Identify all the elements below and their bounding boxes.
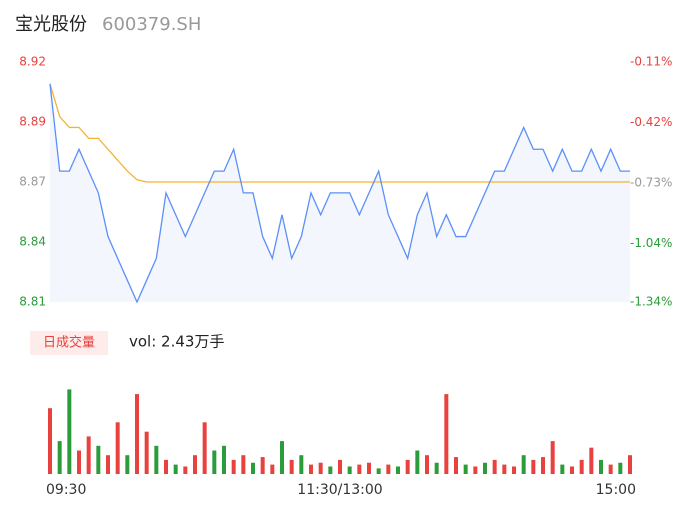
- y-tick-label: 8.89: [19, 115, 46, 129]
- volume-bar: [164, 459, 168, 474]
- y-tick-label: 8.92: [19, 55, 46, 69]
- volume-bar: [106, 455, 110, 474]
- volume-bar: [492, 459, 497, 474]
- volume-bar: [202, 422, 207, 474]
- volume-bar: [212, 450, 217, 474]
- volume-bar: [125, 455, 130, 474]
- volume-bar: [579, 459, 584, 474]
- volume-bar: [415, 450, 420, 474]
- volume-bar: [270, 464, 275, 474]
- volume-bar: [454, 457, 458, 474]
- volume-bar: [96, 445, 101, 474]
- volume-bar: [183, 466, 188, 474]
- stock-name: 宝光股份: [15, 14, 87, 35]
- y2-tick-label: -0.42%: [630, 115, 672, 129]
- volume-bar: [463, 464, 468, 474]
- volume-bar: [193, 455, 197, 474]
- volume-bar: [173, 464, 178, 474]
- volume-bar: [299, 455, 304, 474]
- volume-bar: [357, 464, 362, 474]
- volume-bar: [367, 462, 371, 474]
- volume-tab: [30, 331, 108, 355]
- y2-tick-label: -0.11%: [630, 55, 672, 69]
- volume-title: 日成交量: [43, 335, 95, 351]
- volume-bar: [260, 457, 265, 474]
- volume-bar: [289, 459, 294, 474]
- volume-bar: [550, 441, 555, 474]
- volume-bar: [521, 455, 526, 474]
- volume-bar: [502, 464, 507, 474]
- volume-bar: [48, 408, 52, 474]
- volume-bar: [231, 459, 236, 474]
- average-line: [49, 83, 630, 183]
- volume-bar: [434, 462, 439, 474]
- volume-total: vol: 2.43万手: [129, 333, 224, 351]
- volume-bar: [144, 431, 149, 474]
- volume-bar: [338, 459, 342, 474]
- volume-bar: [405, 459, 410, 474]
- volume-bar: [628, 455, 632, 474]
- volume-bar: [135, 394, 139, 474]
- volume-bar: [560, 464, 565, 474]
- volume-bar: [618, 462, 623, 474]
- volume-bar: [328, 466, 333, 474]
- price-line: [49, 83, 630, 304]
- y-tick-label: 8.81: [19, 295, 46, 309]
- volume-bar: [396, 466, 400, 474]
- volume-bar: [589, 447, 594, 474]
- y-tick-label: 8.87: [19, 175, 46, 189]
- volume-bar: [154, 445, 159, 474]
- y2-tick-label: -1.34%: [630, 295, 672, 309]
- volume-bar: [473, 466, 478, 474]
- volume-bar: [241, 455, 246, 474]
- volume-bar: [309, 464, 313, 474]
- volume-bar: [386, 464, 391, 474]
- y2-tick-label: -1.04%: [630, 236, 672, 250]
- volume-bar: [280, 441, 284, 474]
- x-tick-label: 15:00: [596, 482, 636, 498]
- volume-bar: [347, 466, 352, 474]
- volume-bar: [222, 445, 226, 474]
- stock-code: 600379.SH: [102, 14, 201, 35]
- volume-bar: [67, 389, 72, 474]
- volume-bar: [608, 464, 613, 474]
- volume-bar: [512, 466, 516, 474]
- volume-bar: [318, 462, 323, 474]
- volume-bar: [251, 462, 255, 474]
- volume-bar: [425, 455, 429, 474]
- y2-tick-label: -0.73%: [630, 175, 672, 189]
- x-tick-label: 11:30/13:00: [297, 482, 382, 498]
- volume-bar: [599, 459, 603, 474]
- volume-bar: [57, 441, 62, 474]
- x-tick-label: 09:30: [46, 482, 86, 498]
- volume-bar: [531, 459, 536, 474]
- volume-bar: [115, 422, 120, 474]
- volume-bar: [483, 462, 487, 474]
- volume-bar: [376, 468, 381, 474]
- y-tick-label: 8.84: [19, 235, 46, 249]
- volume-bar: [570, 466, 574, 474]
- volume-bar: [86, 436, 91, 474]
- volume-bar: [77, 450, 81, 474]
- volume-bar: [444, 394, 449, 474]
- volume-bar: [541, 457, 545, 474]
